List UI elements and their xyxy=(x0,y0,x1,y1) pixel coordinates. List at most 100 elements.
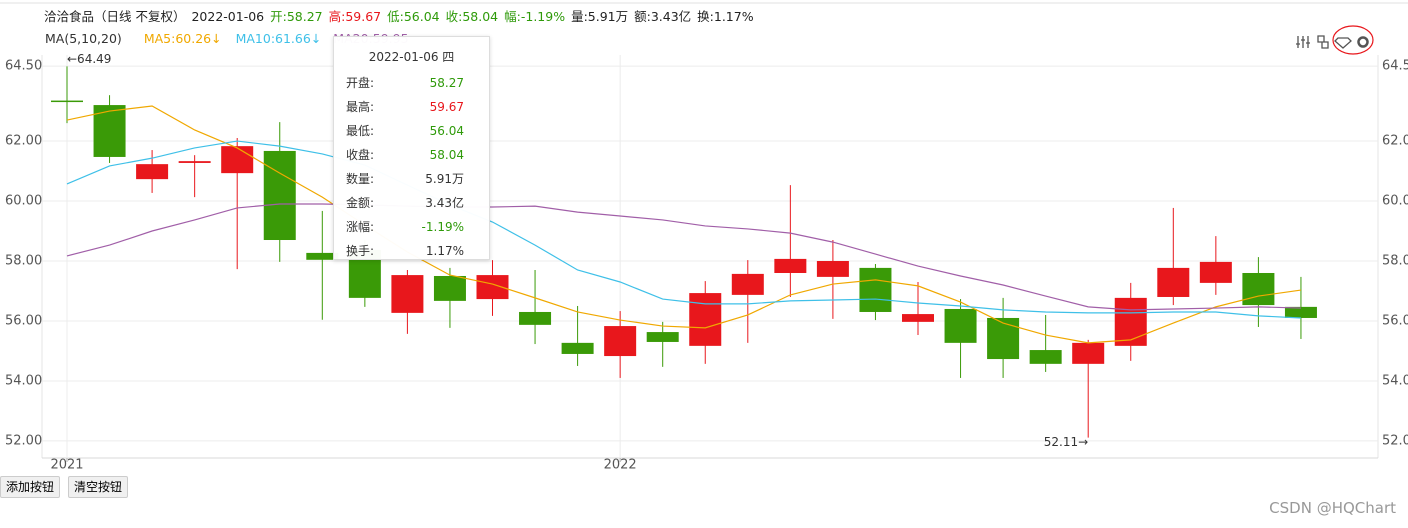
candle-body xyxy=(263,150,296,241)
candle-body xyxy=(816,260,849,277)
tooltip-row: 最低: 56.04 xyxy=(334,119,489,143)
header-item: 高:59.67 xyxy=(328,9,382,24)
candle-body xyxy=(1029,350,1062,364)
icon-settings[interactable] xyxy=(1357,36,1369,48)
y-tick-label-right: 64.50 xyxy=(1382,59,1408,74)
candle-body xyxy=(221,146,254,174)
header-date: 2022-01-06 xyxy=(191,9,265,24)
ma-line xyxy=(66,105,1302,344)
header-item: 量:5.91万 xyxy=(571,9,629,24)
y-tick-label: 62.00 xyxy=(5,134,42,149)
highlight-circle xyxy=(1332,25,1374,55)
tooltip-value: 56.04 xyxy=(429,124,464,138)
header-item: 收:58.04 xyxy=(445,9,499,24)
tooltip-row: 开盘: 58.27 xyxy=(334,71,489,95)
tooltip-label: 收盘: xyxy=(346,148,375,162)
header-item: 开:58.27 xyxy=(270,9,323,24)
header-item: 换:1.17% xyxy=(697,9,754,24)
y-tick-label: 58.00 xyxy=(5,253,42,268)
candle-body xyxy=(519,311,552,325)
candle-body xyxy=(306,252,339,260)
watermark: CSDN @HQChart xyxy=(1269,499,1396,517)
y-tick-label-right: 56.00 xyxy=(1382,313,1408,328)
icon-diamond[interactable] xyxy=(1334,37,1352,49)
tooltip-value: 5.91万 xyxy=(425,172,464,186)
icon-layout[interactable] xyxy=(1317,35,1329,49)
candle-body xyxy=(136,164,169,180)
max-annotation: ←64.49 xyxy=(67,52,111,66)
tooltip-value: 3.43亿 xyxy=(425,196,464,210)
candle-body xyxy=(859,267,892,312)
tooltip: 2022-01-06 四开盘: 58.27 最高: 59.67 最低: 56.04 收盘: 5… xyxy=(333,36,490,260)
tooltip-label: 涨幅: xyxy=(346,220,375,234)
y-tick-label-right: 60.00 xyxy=(1382,194,1408,209)
toolbar-icons xyxy=(1296,25,1374,55)
y-tick-label: 52.00 xyxy=(5,433,42,448)
tooltip-value: 1.17% xyxy=(425,244,464,258)
indicator-name: MA(5,10,20) xyxy=(45,31,122,46)
candle-body xyxy=(1114,297,1147,346)
y-tick-label-right: 62.00 xyxy=(1382,134,1408,149)
y-tick-label-right: 54.00 xyxy=(1382,373,1408,388)
tooltip-label: 最高: xyxy=(346,100,375,114)
candle-body xyxy=(178,161,211,163)
candle-body xyxy=(1242,272,1275,306)
candle-body xyxy=(987,317,1020,360)
candle-body xyxy=(731,273,764,295)
tooltip-row: 数量: 5.91万 xyxy=(334,167,489,191)
y-tick-label-right: 52.00 xyxy=(1382,433,1408,448)
candle-body xyxy=(604,326,637,357)
tooltip-value: 58.04 xyxy=(429,148,464,162)
candle-body xyxy=(391,275,424,313)
add-button[interactable]: 添加按钮 xyxy=(0,476,61,498)
y-tick-label: 60.00 xyxy=(5,194,42,209)
candle-body xyxy=(561,342,594,354)
ma-line xyxy=(66,140,1301,319)
header-items: 开:58.27 高:59.67 低:56.04 收:58.04 幅:-1.19% 量:5.… xyxy=(270,9,759,24)
y-tick-label: 54.00 xyxy=(5,373,42,388)
candle-body xyxy=(1072,342,1105,364)
tooltip-label: 数量: xyxy=(346,172,375,186)
tooltip-value: 59.67 xyxy=(429,100,464,114)
tooltip-label: 开盘: xyxy=(346,76,375,90)
tooltip-row: 最高: 59.67 xyxy=(334,95,489,119)
stock-title: 洽洽食品（日线 不复权） xyxy=(44,9,186,24)
icon-adjust[interactable] xyxy=(1296,36,1310,48)
header-item: 额:3.43亿 xyxy=(634,9,692,24)
y-tick-label: 56.00 xyxy=(5,313,42,328)
candle-body xyxy=(1199,261,1232,283)
ma-line xyxy=(66,203,1301,311)
x-tick-label: 2021 xyxy=(50,458,83,473)
legend-entry: MA5:60.26↓ xyxy=(143,31,222,46)
clear-button[interactable]: 清空按钮 xyxy=(68,476,129,498)
candle-body xyxy=(433,275,466,301)
tooltip-date: 2022-01-06 四 xyxy=(368,50,455,64)
candle-body xyxy=(944,308,977,343)
x-tick-label: 2022 xyxy=(604,458,637,473)
tooltip-label: 金额: xyxy=(346,196,375,210)
tooltip-row: 金额: 3.43亿 xyxy=(334,191,489,215)
tooltip-value: 58.27 xyxy=(429,76,464,90)
tooltip-label: 最低: xyxy=(346,124,375,138)
y-tick-label-right: 58.00 xyxy=(1382,253,1408,268)
candle-body xyxy=(1157,267,1190,297)
candle-body xyxy=(902,314,934,322)
legend-entry: MA10:61.66↓ xyxy=(235,31,322,46)
tooltip-row: 换手: 1.17% xyxy=(334,239,489,263)
y-tick-label: 64.50 xyxy=(5,59,42,74)
tooltip-value: -1.19% xyxy=(421,220,464,234)
candle-body xyxy=(51,100,83,103)
min-annotation: 52.11→ xyxy=(1044,435,1088,449)
tooltip-row: 收盘: 58.04 xyxy=(334,143,489,167)
candle-body xyxy=(476,275,509,300)
candle-body xyxy=(1284,306,1317,318)
header: 洽洽食品（日线 不复权） 2022-01-06 开:58.27 高:59.67 低:56… xyxy=(44,6,766,25)
candle-body xyxy=(646,332,679,342)
tooltip-label: 换手: xyxy=(346,244,375,258)
tooltip-row: 涨幅: -1.19% xyxy=(334,215,489,239)
header-item: 幅:-1.19% xyxy=(504,9,566,24)
candle-body xyxy=(774,258,807,273)
header-item: 低:56.04 xyxy=(387,9,440,24)
